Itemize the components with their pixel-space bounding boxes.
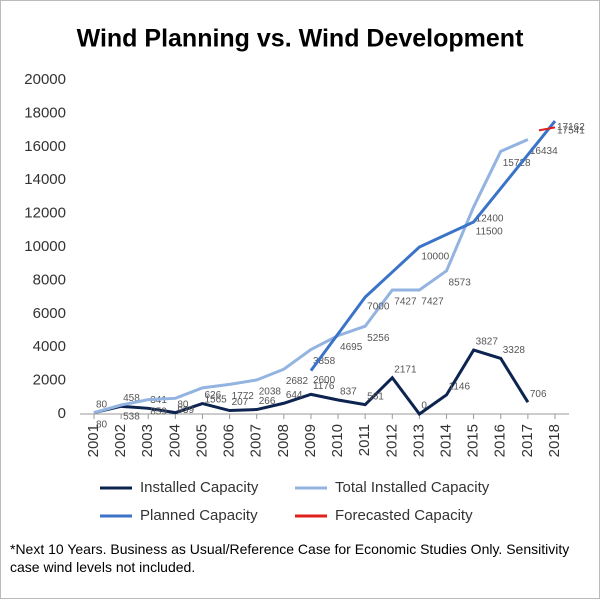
data-label: 16434 [530,146,558,157]
data-label: 7427 [421,297,444,308]
data-label: 17541 [557,126,585,137]
x-tick-label: 2008 [275,424,292,457]
series-line [309,120,557,372]
data-label: 12400 [476,214,504,225]
data-label: 4695 [340,342,363,353]
data-label: 859 [150,406,167,417]
x-tick-label: 2010 [329,424,346,457]
data-label: 2038 [259,387,282,398]
x-tick-label: 2015 [465,424,482,457]
y-tick-label: 18000 [24,104,66,121]
data-label: 80 [96,419,108,430]
x-tick-label: 2011 [356,424,373,456]
x-tick-label: 2012 [383,424,400,457]
y-tick-label: 6000 [33,305,66,322]
y-tick-label: 0 [58,405,66,422]
x-tick-label: 2013 [410,424,427,457]
data-label: 80 [96,399,108,410]
data-label: 3858 [313,356,336,367]
data-label: 8573 [449,277,472,288]
x-tick-label: 2017 [519,424,536,457]
y-tick-label: 20000 [24,71,66,88]
data-label: 626 [204,390,221,401]
series-line [93,138,529,415]
x-tick-label: 2006 [221,424,238,457]
data-label: 1146 [449,382,471,393]
data-label: 10000 [421,252,449,263]
data-label: 80 [177,399,189,410]
legend-label: Forecasted Capacity [335,507,473,524]
data-label: 3827 [476,337,499,348]
data-label: 11500 [476,227,504,238]
data-label: 7000 [367,302,390,313]
x-tick-label: 2005 [193,424,210,457]
data-label: 458 [123,393,140,404]
x-tick-label: 2007 [248,424,265,457]
data-label: 939 [177,405,194,416]
data-label: 706 [530,389,547,400]
data-label: 15728 [503,158,531,169]
data-label: 538 [123,412,140,423]
data-label: 1772 [232,391,255,402]
y-tick-label: 12000 [24,205,66,222]
x-tick-label: 2018 [546,424,563,457]
y-tick-label: 4000 [33,338,66,355]
data-label: 2600 [313,375,336,386]
y-tick-label: 14000 [24,171,66,188]
data-label: 7427 [394,297,417,308]
series-line [93,348,530,417]
footnote-box: *Next 10 Years. Business as Usual/Refere… [10,541,570,575]
data-label: 0 [421,401,427,412]
data-label: 561 [367,391,384,402]
footnote: *Next 10 Years. Business as Usual/Refere… [10,541,570,575]
y-tick-label: 10000 [24,238,66,255]
legend-label: Installed Capacity [140,479,259,496]
y-tick-label: 8000 [33,271,66,288]
chart-title: Wind Planning vs. Wind Development [77,25,524,53]
data-label: 644 [286,390,303,401]
data-label: 1565 [204,395,227,406]
data-label: 207 [232,397,249,408]
x-tick-label: 2009 [302,424,319,457]
data-label: 5256 [367,333,390,344]
legend-label: Total Installed Capacity [335,479,490,496]
x-tick-label: 2016 [492,424,509,457]
data-label: 266 [259,396,276,407]
y-tick-label: 2000 [33,372,66,389]
data-label: 17162 [557,122,585,133]
data-label: 3328 [503,345,526,356]
data-label: 1176 [313,381,335,392]
data-label: 2171 [394,364,417,375]
x-tick-label: 2001 [85,424,102,457]
legend-label: Planned Capacity [140,507,258,524]
y-tick-label: 16000 [24,138,66,155]
data-label: 837 [340,387,357,398]
x-tick-label: 2003 [139,424,156,457]
series-segment [538,126,556,132]
x-tick-label: 2014 [437,424,454,457]
x-tick-label: 2002 [112,424,129,457]
data-label: 2682 [286,376,309,387]
x-tick-label: 2004 [166,424,183,457]
